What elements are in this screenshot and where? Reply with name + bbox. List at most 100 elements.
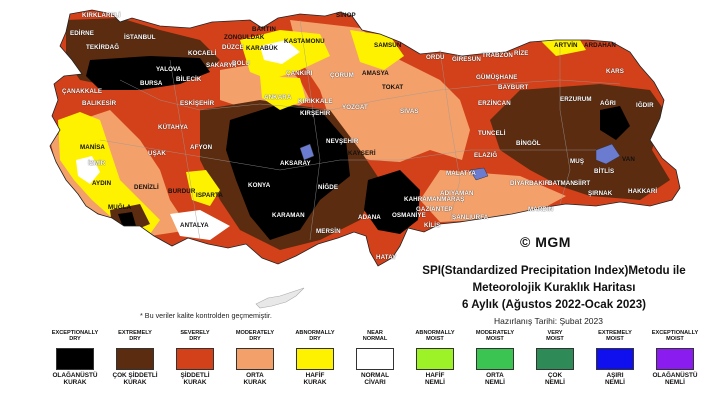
- lake-ataturk: [469, 167, 489, 181]
- city-label: MUĞLA: [108, 204, 132, 211]
- city-label: AKSARAY: [280, 160, 311, 167]
- legend-item: MODERATELY MOIST ORTA NEMLİ: [460, 330, 530, 402]
- legend-label-en: ABNORMALLY MOIST: [415, 330, 455, 343]
- city-label: ARTVİN: [554, 42, 578, 49]
- city-label: BATMAN: [548, 180, 575, 187]
- city-label: ÇORUM: [330, 72, 354, 79]
- city-label: MANİSA: [80, 144, 106, 151]
- city-label: BAYBURT: [498, 84, 529, 91]
- legend-swatch: [116, 348, 154, 370]
- area-near-normal-north: [260, 40, 300, 64]
- legend-label-tr: ORTA KURAK: [243, 372, 267, 387]
- city-label: BURDUR: [168, 188, 196, 195]
- title-line: SPI(Standardized Precipitation Index)Met…: [422, 264, 686, 277]
- drought-areas: [50, 10, 680, 266]
- legend-label-en: MODERATELY MOIST: [475, 330, 515, 343]
- legend-label-en: VERY MOIST: [546, 330, 564, 343]
- city-label: AMASYA: [362, 70, 389, 77]
- city-label: OSMANİYE: [392, 212, 426, 219]
- map-title: SPI(Standardized Precipitation Index)Met…: [404, 262, 704, 313]
- area-abnormally-dry-burdur: [186, 170, 220, 206]
- city-label: ELAZIĞ: [474, 152, 498, 159]
- legend-item: ABNORMALLY MOIST HAFİF NEMLİ: [400, 330, 470, 402]
- area-exceptionally-dry-thrace: [86, 56, 210, 90]
- legend-label-tr: AŞIRI NEMLİ: [605, 372, 625, 387]
- legend-item: VERY MOIST ÇOK NEMLİ: [520, 330, 590, 402]
- city-label: ÇANKIRI: [286, 70, 313, 77]
- city-label: ŞANLIURFA: [452, 214, 489, 221]
- city-label: ANTALYA: [180, 222, 209, 229]
- legend-swatch: [536, 348, 574, 370]
- legend-label-en: EXTREMELY MOIST: [598, 330, 632, 343]
- legend-label-tr: ŞİDDETLİ KURAK: [180, 372, 210, 387]
- city-label: AFYON: [190, 144, 213, 151]
- legend-swatch: [296, 348, 334, 370]
- city-label: ERZİNCAN: [478, 100, 511, 107]
- legend-label-en: EXCEPTIONALLY MOIST: [651, 330, 699, 343]
- legend-swatch: [656, 348, 694, 370]
- legend-item: EXTREMELY MOIST AŞIRI NEMLİ: [580, 330, 650, 402]
- area-abnormally-dry-artvin: [540, 40, 586, 56]
- city-label: HAKKARİ: [628, 188, 658, 195]
- city-label: NEVŞEHİR: [326, 138, 359, 145]
- legend-swatch: [356, 348, 394, 370]
- legend-label-tr: OLAĞANÜSTÜ KURAK: [52, 372, 98, 387]
- preparation-date: Hazırlanış Tarihi: Şubat 2023: [494, 316, 603, 326]
- area-near-normal-aegean: [76, 156, 100, 184]
- legend-item: ABNORMALLY DRY HAFİF KURAK: [280, 330, 350, 402]
- city-label: ADIYAMAN: [440, 190, 474, 197]
- city-label: EDİRNE: [70, 30, 94, 37]
- city-label: KAYSERİ: [348, 150, 376, 157]
- city-label: İZMİR: [88, 160, 106, 167]
- legend-label-en: EXTREMELY DRY: [118, 330, 152, 343]
- mgm-logo: © MGM: [520, 234, 571, 250]
- legend-item: EXCEPTIONALLY MOIST OLAĞANÜSTÜ NEMLİ: [640, 330, 710, 402]
- city-label: ISPARTA: [196, 192, 223, 199]
- title-line: Meteorolojik Kuraklık Haritası: [472, 281, 636, 294]
- city-label: KIRIKKALE: [298, 98, 333, 105]
- cyprus-outline: [255, 287, 305, 309]
- city-label: KASTAMONU: [284, 38, 325, 45]
- city-label: DENİZLİ: [134, 184, 159, 191]
- data-note: * Bu veriler kalite kontrolden geçmemişt…: [140, 311, 272, 320]
- city-label: UŞAK: [148, 150, 166, 157]
- city-label: ESKİŞEHİR: [180, 100, 215, 107]
- legend: EXCEPTIONALLY DRY OLAĞANÜSTÜ KURAK EXTRE…: [40, 330, 700, 402]
- province-borders: [99, 19, 621, 241]
- city-label: GİRESUN: [452, 56, 481, 63]
- city-label: KONYA: [248, 182, 271, 189]
- city-label: ARDAHAN: [584, 42, 616, 49]
- city-label: HATAY: [376, 254, 397, 261]
- legend-swatch: [416, 348, 454, 370]
- city-label: KÜTAHYA: [158, 124, 188, 131]
- city-label: ORDU: [426, 54, 445, 61]
- area-abnormally-dry-ankara: [260, 76, 306, 110]
- city-label: ANKARA: [264, 94, 292, 101]
- legend-label-tr: ÇOK NEMLİ: [545, 372, 565, 387]
- city-label: YALOVA: [156, 66, 182, 73]
- city-label: BİNGÖL: [516, 140, 541, 147]
- city-label: TUNCELİ: [478, 130, 506, 137]
- city-label: İSTANBUL: [124, 34, 156, 41]
- area-exceptionally-dry-central: [226, 104, 350, 240]
- legend-item: MODERATELY DRY ORTA KURAK: [220, 330, 290, 402]
- legend-label-en: ABNORMALLY DRY: [295, 330, 335, 343]
- area-exceptionally-dry-se: [600, 106, 630, 140]
- city-label: RİZE: [514, 50, 529, 57]
- legend-swatch: [476, 348, 514, 370]
- legend-label-tr: OLAĞANÜSTÜ NEMLİ: [652, 372, 698, 387]
- city-label: SİVAS: [400, 108, 419, 115]
- city-label: SİNOP: [336, 12, 356, 19]
- legend-swatch: [176, 348, 214, 370]
- city-label: ADANA: [358, 214, 381, 221]
- city-label: ERZURUM: [560, 96, 592, 103]
- city-label: BARTIN: [252, 26, 276, 33]
- city-label: SİİRT: [574, 180, 591, 187]
- city-label: SAKARYA: [206, 62, 237, 69]
- legend-label-en: EXCEPTIONALLY DRY: [51, 330, 99, 343]
- legend-label-tr: HAFİF NEMLİ: [425, 372, 445, 387]
- city-label: ŞIRNAK: [588, 190, 613, 197]
- legend-swatch: [236, 348, 274, 370]
- city-label: TEKİRDAĞ: [86, 44, 120, 51]
- drought-map: KIRKLARELİ EDİRNE TEKİRDAĞ İSTANBUL KOCA…: [49, 9, 681, 320]
